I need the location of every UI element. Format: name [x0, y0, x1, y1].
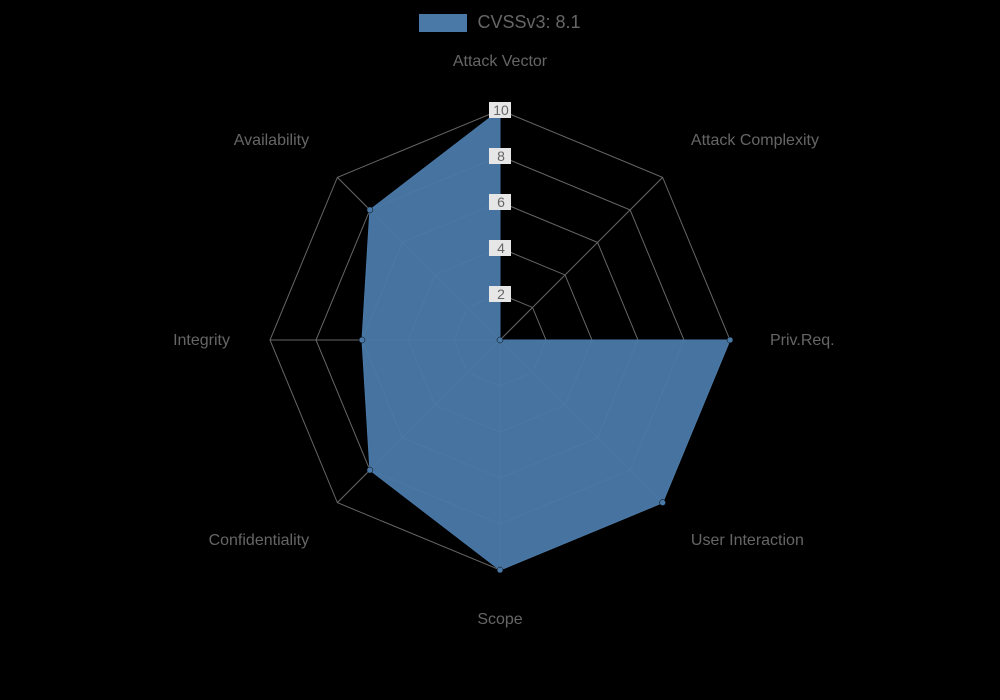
legend-swatch	[419, 14, 467, 32]
category-label: User Interaction	[691, 532, 804, 549]
legend-item: CVSSv3: 8.1	[419, 12, 580, 33]
axis-tick-label: 10	[493, 102, 509, 118]
series-marker	[367, 467, 373, 473]
legend-label: CVSSv3: 8.1	[477, 12, 580, 33]
radar-chart: 2 4 6 8 10 Attack Vector Attack Complexity Priv…	[0, 0, 1000, 700]
category-label: Attack Complexity	[691, 132, 819, 149]
axis-tick-label: 6	[497, 194, 505, 210]
category-label: Availability	[234, 132, 309, 149]
category-label: Priv.Req.	[770, 332, 835, 349]
series-marker	[359, 337, 365, 343]
legend: CVSSv3: 8.1	[0, 12, 1000, 37]
axis-tick-label: 4	[497, 240, 505, 256]
axis-tick-label: 2	[497, 286, 505, 302]
category-label: Integrity	[173, 332, 230, 349]
category-label: Confidentiality	[209, 532, 310, 549]
category-label: Scope	[477, 611, 522, 628]
series-marker	[660, 500, 666, 506]
category-label: Attack Vector	[453, 53, 548, 70]
series-marker	[727, 337, 733, 343]
series-marker	[497, 337, 503, 343]
series-area	[362, 110, 730, 570]
series-marker	[497, 567, 503, 573]
axis-tick-label: 8	[497, 148, 505, 164]
grid-spoke	[500, 177, 663, 340]
series-marker	[367, 207, 373, 213]
